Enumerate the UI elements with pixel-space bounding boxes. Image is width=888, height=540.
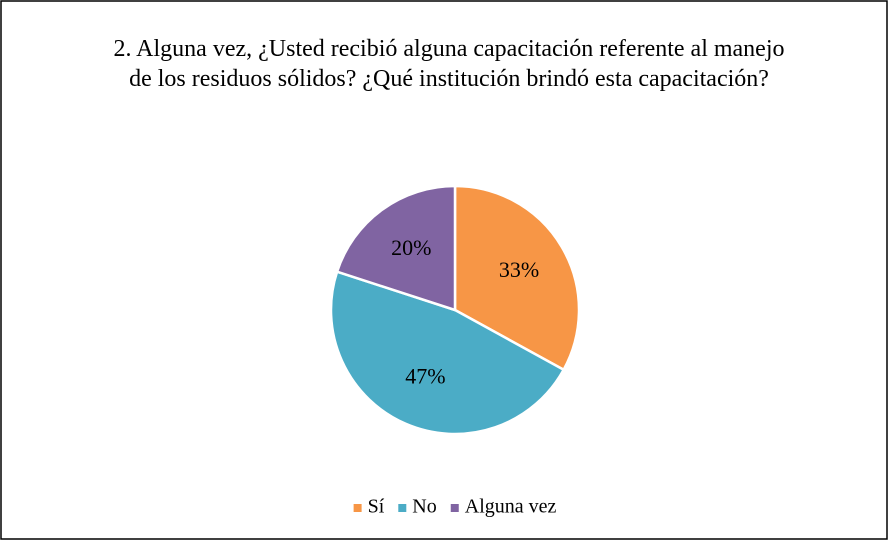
pie-slice: [453, 184, 581, 372]
legend-swatch: [398, 504, 407, 512]
legend-label: No: [412, 496, 436, 518]
chart-title: 2. Alguna vez, ¿Usted recibió alguna cap…: [113, 36, 785, 92]
legend-swatch: [450, 504, 459, 512]
data-label: 20%: [391, 235, 431, 260]
data-label: 33%: [499, 257, 539, 282]
legend-swatch: [353, 504, 362, 512]
legend-label: Sí: [368, 496, 385, 518]
legend-label: Alguna vez: [465, 496, 557, 518]
data-label: 47%: [405, 363, 445, 388]
pie-slice: [329, 270, 566, 436]
pie-slice: [335, 184, 457, 312]
